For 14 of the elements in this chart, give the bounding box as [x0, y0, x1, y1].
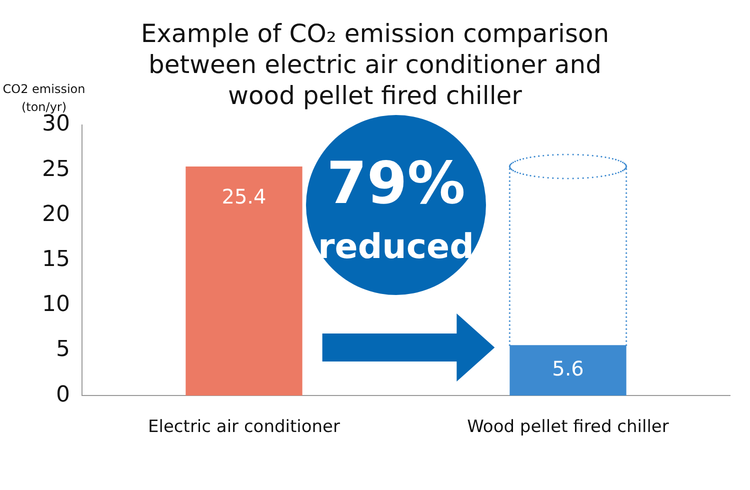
chart-title: Example of CO₂ emission comparison between electric air conditioner and wood pellet fired chiller [140, 18, 610, 111]
data-label: 5.6 [552, 356, 584, 381]
y-tick-label: 0 [56, 382, 70, 408]
annotation: reduced [317, 227, 475, 268]
y-tick-label: 15 [42, 247, 70, 272]
y-tick-label: 5 [56, 337, 70, 362]
annotation: 79% [326, 149, 466, 218]
y-tick-label: 20 [42, 202, 70, 227]
y-tick-label: 10 [42, 292, 70, 318]
x-tick-label: Electric air conditioner [148, 417, 340, 438]
x-tick-label: Wood pellet fired chiller [467, 417, 669, 438]
y-axis-title: CO2 emission (ton/yr) [2, 81, 86, 114]
y-tick-label: 25 [42, 156, 70, 182]
data-label: 25.4 [222, 184, 266, 209]
